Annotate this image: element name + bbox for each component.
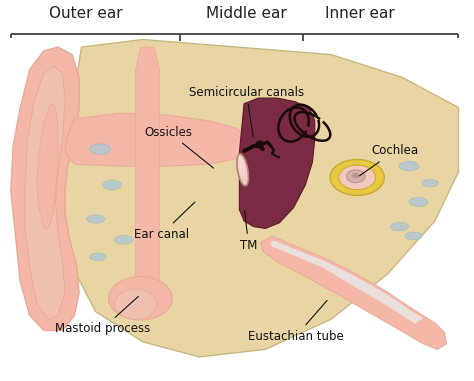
Ellipse shape	[90, 253, 106, 261]
Ellipse shape	[352, 173, 359, 178]
Ellipse shape	[405, 232, 422, 240]
Ellipse shape	[339, 165, 375, 190]
Ellipse shape	[409, 197, 428, 207]
Polygon shape	[65, 113, 244, 166]
Polygon shape	[239, 98, 315, 229]
Polygon shape	[261, 236, 447, 349]
Ellipse shape	[255, 141, 264, 149]
Ellipse shape	[399, 162, 419, 171]
Ellipse shape	[237, 154, 248, 186]
Ellipse shape	[109, 277, 172, 320]
Text: Outer ear: Outer ear	[49, 6, 123, 21]
Text: TM: TM	[240, 210, 257, 252]
Ellipse shape	[115, 289, 157, 319]
Ellipse shape	[238, 156, 245, 176]
Text: Mastoid process: Mastoid process	[55, 296, 150, 335]
Polygon shape	[63, 40, 458, 357]
Text: Eustachian tube: Eustachian tube	[248, 301, 344, 343]
Polygon shape	[270, 240, 423, 324]
Ellipse shape	[346, 170, 365, 183]
Ellipse shape	[330, 160, 384, 195]
Ellipse shape	[115, 235, 133, 244]
Text: Inner ear: Inner ear	[325, 6, 394, 21]
Ellipse shape	[103, 180, 121, 190]
Text: Middle ear: Middle ear	[206, 6, 287, 21]
Polygon shape	[136, 47, 159, 312]
Polygon shape	[36, 104, 58, 229]
Text: Ear canal: Ear canal	[134, 202, 195, 241]
Text: Ossicles: Ossicles	[145, 126, 214, 168]
Text: Cochlea: Cochlea	[359, 144, 419, 176]
Polygon shape	[25, 66, 65, 319]
Ellipse shape	[87, 215, 105, 223]
Polygon shape	[11, 47, 79, 330]
Ellipse shape	[90, 144, 111, 154]
Ellipse shape	[422, 179, 438, 187]
Text: Semicircular canals: Semicircular canals	[189, 86, 304, 137]
Ellipse shape	[391, 223, 409, 231]
